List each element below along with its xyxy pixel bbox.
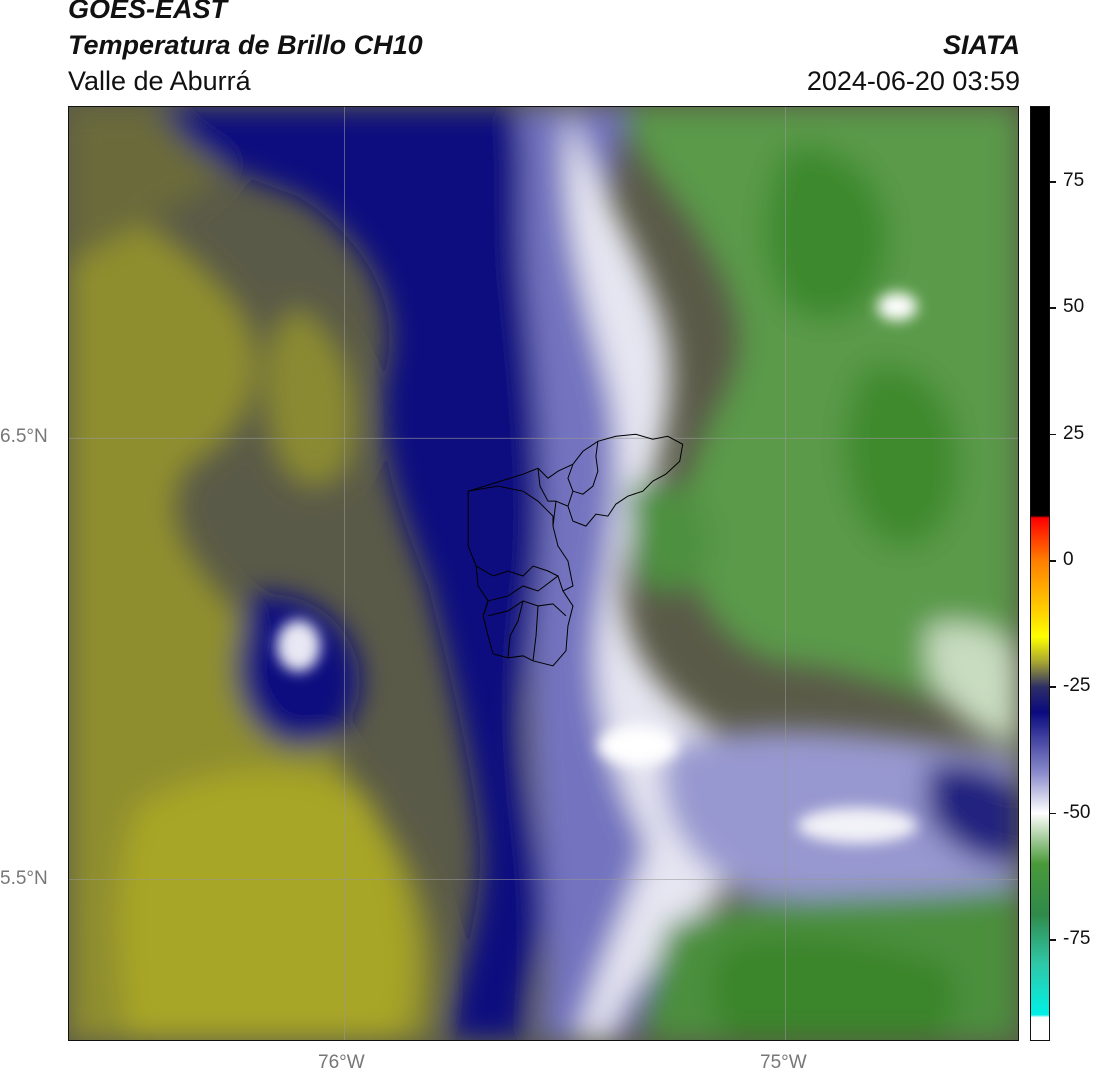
speck-white-southeast	[797, 807, 918, 844]
colorbar-tick-label: 50	[1063, 296, 1085, 318]
field-olive-north	[69, 107, 231, 267]
lat-label-6-5: 6.5°N	[0, 426, 48, 447]
field-navy-band	[158, 107, 548, 1040]
brightness-temperature-map	[69, 107, 1018, 1040]
colorbar-tick-label: -25	[1063, 675, 1091, 697]
speck-white-west	[276, 619, 321, 672]
speck-white-east	[877, 292, 918, 321]
field-olive-south	[118, 770, 411, 1040]
colorbar-tick-mark	[1050, 686, 1056, 688]
colorbar	[1030, 106, 1050, 1041]
field-green-dark-3	[627, 480, 710, 594]
lat-label-5-5: 5.5°N	[0, 868, 48, 889]
colorbar-tick-mark	[1050, 433, 1056, 436]
colorbar-tick-mark	[1050, 307, 1056, 309]
field-pale-green-east	[927, 623, 1018, 746]
field-olive-mid	[264, 306, 357, 487]
colorbar-tick-label: 25	[1063, 422, 1085, 444]
colorbar-tick-label: 75	[1063, 169, 1085, 191]
lon-label-76: 76°W	[318, 1052, 365, 1073]
municipal-boundaries	[467, 433, 684, 667]
colorbar-tick-label: -50	[1063, 801, 1091, 823]
field-green-dark-1	[765, 145, 889, 321]
colorbar-tick-mark	[1050, 939, 1056, 941]
colorbar-tick-label: 0	[1063, 548, 1074, 570]
colorbar-tick-mark	[1050, 560, 1056, 562]
product-title: Temperatura de Brillo CH10	[68, 30, 423, 60]
field-green-north	[627, 107, 1018, 726]
organization-title: SIATA	[943, 30, 1020, 60]
timestamp-label: 2024-06-20 03:59	[806, 66, 1020, 96]
colorbar-tick-mark	[1050, 812, 1056, 815]
colorbar-tick-label: -75	[1063, 927, 1091, 949]
lon-label-75: 75°W	[760, 1052, 807, 1073]
satellite-title: GOES-EAST	[68, 0, 228, 24]
field-green-south-dark	[712, 936, 956, 1040]
region-label: Valle de Aburrá	[68, 66, 251, 96]
colorbar-tick-mark	[1050, 181, 1056, 183]
map-panel[interactable]	[68, 106, 1019, 1041]
field-green-dark-2	[844, 365, 959, 547]
field-navy-southeast	[927, 762, 1018, 866]
speck-white-center	[597, 725, 678, 766]
